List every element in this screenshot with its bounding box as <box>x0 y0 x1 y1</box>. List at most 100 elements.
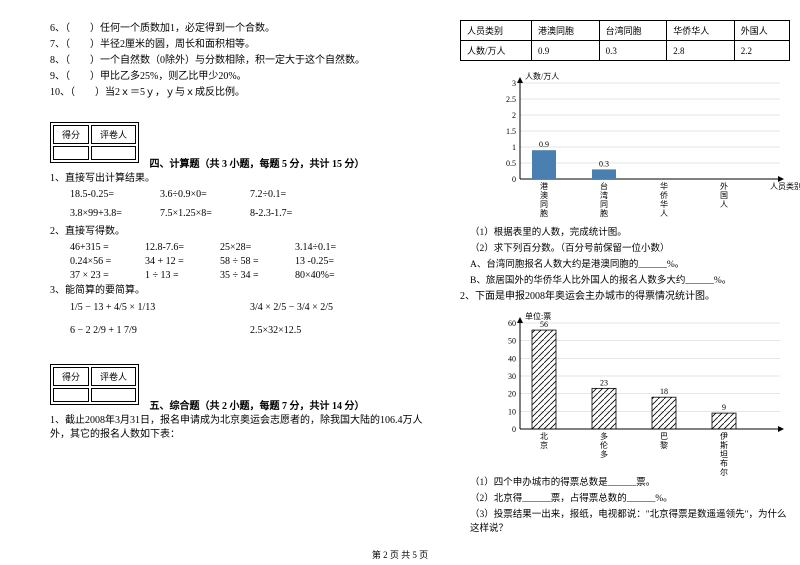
svg-text:2: 2 <box>512 111 516 120</box>
calc: 18.5-0.25= <box>70 189 160 200</box>
calc: 80×40%= <box>295 270 370 281</box>
svg-text:台: 台 <box>600 181 608 191</box>
frac-expr: 1/5 − 13 + 4/5 × 1/13 <box>70 302 250 313</box>
th: 外国人 <box>734 21 789 41</box>
svg-text:同: 同 <box>540 200 548 209</box>
svg-text:斯: 斯 <box>720 440 728 450</box>
svg-text:黎: 黎 <box>660 440 668 450</box>
svg-text:伊: 伊 <box>720 431 728 441</box>
chart-2: 0102030405060单位:票56北京23多伦多18巴黎9伊斯坦布尔 <box>490 309 790 469</box>
page-footer: 第 2 页 共 5 页 <box>0 548 800 561</box>
calc: 7.2÷0.1= <box>250 189 340 200</box>
svg-text:巴: 巴 <box>660 432 668 441</box>
svg-text:3: 3 <box>512 79 516 88</box>
th: 华侨华人 <box>667 21 735 41</box>
calc: 46+315 = <box>70 242 145 253</box>
svg-text:23: 23 <box>600 378 608 387</box>
calc: 8-2.3-1.7= <box>250 208 340 219</box>
svg-text:0.9: 0.9 <box>539 140 549 149</box>
score-box-5: 得分评卷人 <box>50 364 139 405</box>
td: 0.3 <box>599 41 667 61</box>
svg-text:伦: 伦 <box>600 440 608 450</box>
section-4-title: 四、计算题（共 3 小题，每题 5 分，共计 15 分） <box>150 159 365 170</box>
calc: 37 × 23 = <box>70 270 145 281</box>
svg-text:40: 40 <box>508 354 516 363</box>
svg-text:18: 18 <box>660 387 668 396</box>
svg-text:京: 京 <box>540 440 548 450</box>
th: 人员类别 <box>461 21 532 41</box>
q5-1: 1、截止2008年3月31日，报名申请成为北京奥运会志愿者的，除我国大陆的106… <box>50 414 430 442</box>
q4-2-label: 2、直接写得数。 <box>50 225 430 239</box>
svg-text:50: 50 <box>508 337 516 346</box>
q4-3-label: 3、能简算的要简算。 <box>50 284 430 298</box>
q5-2-label: 2、下面是申报2008年奥运会主办城市的得票情况统计图。 <box>460 290 790 304</box>
svg-text:2.5: 2.5 <box>506 95 516 104</box>
tf-q-10: 10、（ ）当2ｘ＝5ｙ，ｙ与ｘ成反比例。 <box>50 86 430 100</box>
svg-text:胞: 胞 <box>600 208 608 218</box>
tf-q-9: 9、（ ）甲比乙多25%，则乙比甲少20%。 <box>50 70 430 84</box>
score-box-4: 得分评卷人 <box>50 122 139 163</box>
svg-text:人员类别: 人员类别 <box>770 181 800 191</box>
svg-text:胞: 胞 <box>540 208 548 218</box>
score-h1: 得分 <box>53 367 89 386</box>
svg-text:多: 多 <box>600 431 608 441</box>
sub-q: （2）北京得______票，占得票总数的______%。 <box>470 490 790 504</box>
svg-text:0: 0 <box>512 175 516 184</box>
calc: 13 -0.25= <box>295 256 370 267</box>
svg-text:外: 外 <box>720 181 728 191</box>
svg-text:布: 布 <box>720 458 728 468</box>
calc: 1 ÷ 13 = <box>145 270 220 281</box>
svg-text:港: 港 <box>540 181 548 191</box>
score-h2: 评卷人 <box>91 367 136 386</box>
calc: 7.5×1.25×8= <box>160 208 250 219</box>
sub-q: （1）根据表里的人数，完成统计图。 <box>470 224 790 238</box>
calc: 12.8-7.6= <box>145 242 220 253</box>
q4-1-label: 1、直接写出计算结果。 <box>50 172 430 186</box>
chart-1: 00.511.522.53人数/万人人员类别0.9港澳同胞0.3台湾同胞华侨华人… <box>490 69 790 219</box>
td: 人数/万人 <box>461 41 532 61</box>
svg-text:尔: 尔 <box>720 467 728 477</box>
svg-text:0.3: 0.3 <box>599 159 609 168</box>
th: 台湾同胞 <box>599 21 667 41</box>
svg-text:侨: 侨 <box>660 190 668 200</box>
svg-text:0: 0 <box>512 425 516 434</box>
calc: 3.6÷0.9×0= <box>160 189 250 200</box>
svg-text:1.5: 1.5 <box>506 127 516 136</box>
td: 2.8 <box>667 41 735 61</box>
calc: 3.14÷0.1= <box>295 242 370 253</box>
calc: 3.8×99+3.8= <box>70 208 160 219</box>
sub-q: （2）求下列百分数。（百分号前保留一位小数） <box>470 240 790 254</box>
svg-text:人数/万人: 人数/万人 <box>525 71 559 81</box>
svg-text:华: 华 <box>660 181 668 191</box>
calc: 25×28= <box>220 242 295 253</box>
svg-text:9: 9 <box>722 403 726 412</box>
td: 2.2 <box>734 41 789 61</box>
tf-q-6: 6、（ ）任何一个质数加1，必定得到一个合数。 <box>50 22 430 36</box>
score-h2: 评卷人 <box>91 125 136 144</box>
th: 港澳同胞 <box>532 21 600 41</box>
svg-text:坦: 坦 <box>720 450 728 459</box>
sub-q: （1）四个申办城市的得票总数是______票。 <box>470 474 790 488</box>
svg-text:60: 60 <box>508 319 516 328</box>
data-table: 人员类别 港澳同胞 台湾同胞 华侨华人 外国人 人数/万人 0.9 0.3 2.… <box>460 20 790 61</box>
tf-q-7: 7、（ ）半径2厘米的圆，周长和面积相等。 <box>50 38 430 52</box>
svg-text:10: 10 <box>508 407 516 416</box>
frac-expr: 3/4 × 2/5 − 3/4 × 2/5 <box>250 302 430 313</box>
frac-expr: 6 − 2 2/9 + 1 7/9 <box>70 325 250 336</box>
sub-q: B、旅居国外的华侨华人比外国人的报名人数多大约______%。 <box>470 272 790 286</box>
svg-text:华: 华 <box>660 199 668 209</box>
sub-q: A、台湾同胞报名人数大约是港澳同胞的______%。 <box>470 256 790 270</box>
calc: 34 + 12 = <box>145 256 220 267</box>
calc: 0.24×56 = <box>70 256 145 267</box>
frac-expr: 2.5×32×12.5 <box>250 325 430 336</box>
svg-text:多: 多 <box>600 449 608 459</box>
svg-text:1: 1 <box>512 143 516 152</box>
svg-text:30: 30 <box>508 372 516 381</box>
section-5-title: 五、综合题（共 2 小题，每题 7 分，共计 14 分） <box>150 401 365 412</box>
svg-text:人: 人 <box>660 209 668 218</box>
td: 0.9 <box>532 41 600 61</box>
svg-text:20: 20 <box>508 390 516 399</box>
svg-text:湾: 湾 <box>600 190 608 200</box>
svg-text:56: 56 <box>540 320 548 329</box>
svg-text:同: 同 <box>600 200 608 209</box>
